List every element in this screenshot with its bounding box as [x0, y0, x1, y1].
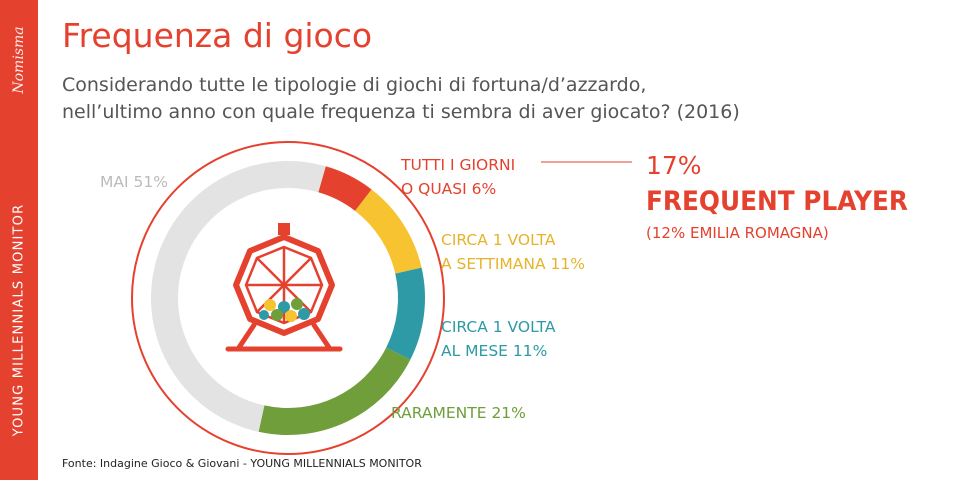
slice-weekly	[355, 189, 422, 274]
label-never: MAI 51%	[100, 173, 168, 191]
label-rarely: RARAMENTE 21%	[391, 404, 526, 422]
label-monthly-line-1: CIRCA 1 VOLTA	[441, 318, 556, 336]
source-note: Fonte: Indagine Gioco & Giovani - YOUNG …	[62, 457, 422, 470]
page-subtitle: Considerando tutte le tipologie di gioch…	[62, 72, 740, 126]
outer-ring	[131, 141, 445, 455]
subtitle-line-1: Considerando tutte le tipologie di gioch…	[62, 74, 647, 96]
page-title: Frequenza di gioco	[62, 16, 373, 55]
sidebar: Nomisma YOUNG MILLENNIALS MONITOR	[0, 0, 38, 480]
donut-labels: TUTTI I GIORNI O QUASI 6% CIRCA 1 VOLTA A S…	[100, 156, 585, 422]
label-rarely-line-1: RARAMENTE 21%	[391, 404, 526, 422]
label-weekly-line-2: A SETTIMANA 11%	[441, 255, 585, 273]
label-monthly-line-2: AL MESE 11%	[441, 342, 547, 360]
label-never-line-1: MAI 51%	[100, 173, 168, 191]
label-daily: TUTTI I GIORNI O QUASI 6%	[400, 156, 515, 198]
slice-never	[151, 161, 326, 432]
highlight-value: 17%	[646, 151, 702, 180]
label-weekly-line-1: CIRCA 1 VOLTA	[441, 231, 556, 249]
label-monthly: CIRCA 1 VOLTA AL MESE 11%	[441, 318, 556, 360]
highlight-label: FREQUENT PLAYER	[646, 186, 908, 217]
highlight-note: (12% EMILIA ROMAGNA)	[646, 224, 829, 242]
subtitle-line-2: nell’ultimo anno con quale frequenza ti …	[62, 101, 740, 123]
label-weekly: CIRCA 1 VOLTA A SETTIMANA 11%	[441, 231, 585, 273]
label-daily-line-1: TUTTI I GIORNI	[400, 156, 515, 174]
slice-monthly	[386, 267, 425, 360]
label-daily-line-2: O QUASI 6%	[401, 180, 496, 198]
lottery-drum-icon	[225, 223, 343, 352]
donut-slices	[151, 161, 425, 436]
slice-daily	[318, 166, 372, 211]
slice-rarely	[258, 347, 411, 436]
